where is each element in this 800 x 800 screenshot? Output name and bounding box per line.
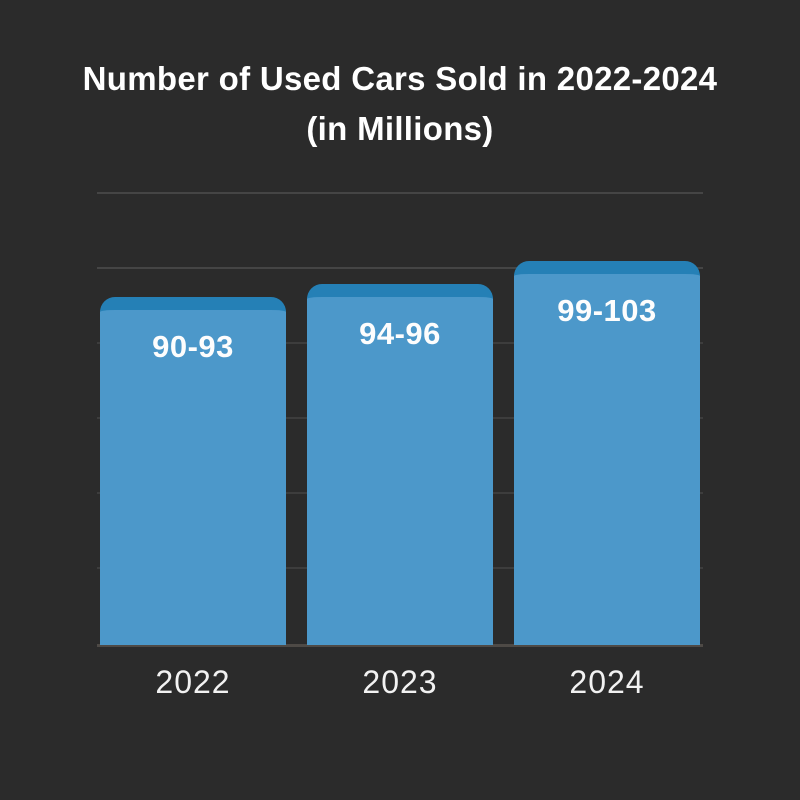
gridline xyxy=(97,192,703,194)
bar-2024: 99-103 xyxy=(514,261,700,645)
x-axis-label-2023: 2023 xyxy=(362,664,438,700)
x-axis-label-2022: 2022 xyxy=(155,664,231,700)
bar-value-label: 90-93 xyxy=(152,329,234,364)
chart-title-line2: (in Millions) xyxy=(306,110,494,147)
gridline xyxy=(97,267,703,269)
x-axis-label-2024: 2024 xyxy=(569,664,645,700)
x-axis-baseline xyxy=(97,644,703,647)
bar-value-label: 99-103 xyxy=(557,293,657,328)
bar-2023: 94-96 xyxy=(307,284,493,645)
chart-title-line1: Number of Used Cars Sold in 2022-2024 xyxy=(82,60,718,97)
bar-2022: 90-93 xyxy=(100,297,286,645)
bar-value-label: 94-96 xyxy=(359,316,441,351)
chart-title: Number of Used Cars Sold in 2022-2024 (i… xyxy=(0,54,800,154)
